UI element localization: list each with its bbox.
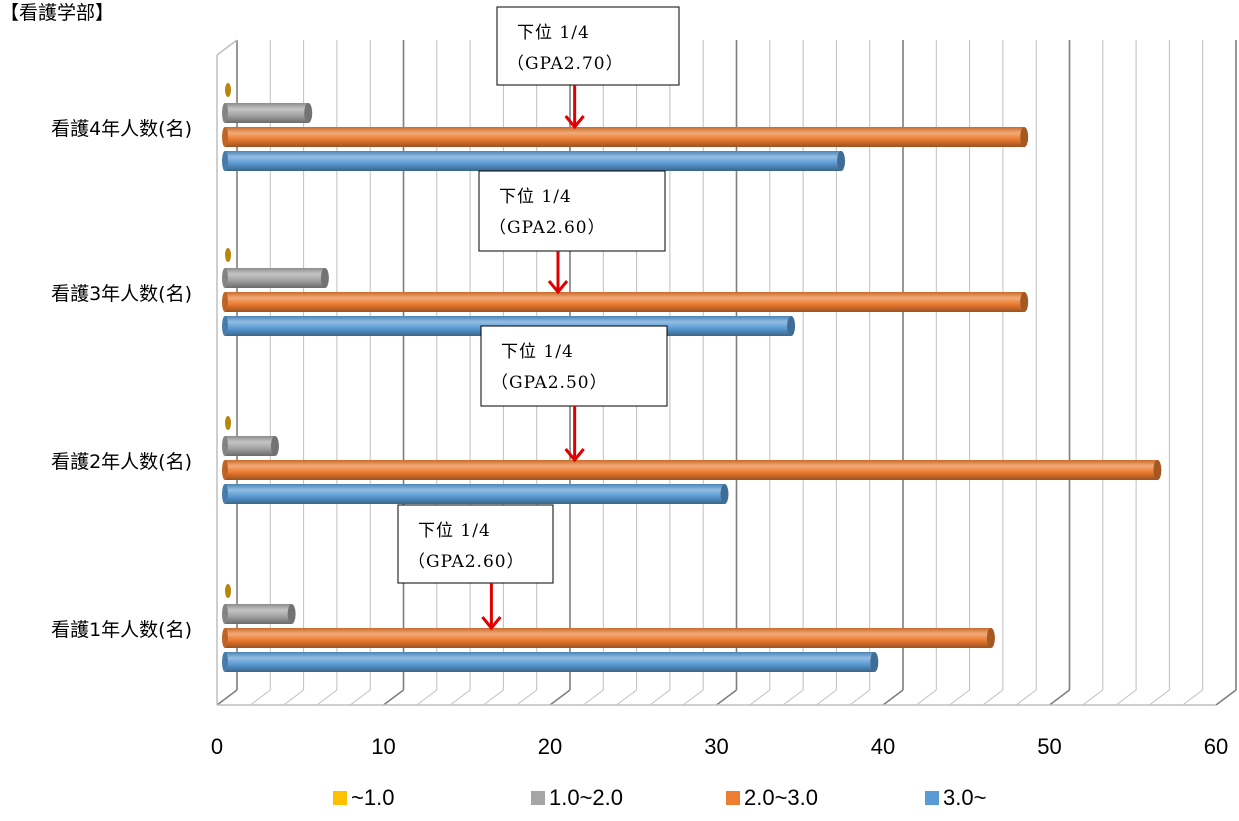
bar (222, 127, 1029, 147)
floor-gridline (216, 689, 238, 706)
legend-item: 2.0~3.0 (726, 785, 818, 810)
floor-gridline (749, 689, 771, 706)
floor-gridline (1115, 689, 1137, 706)
category-label: 看護3年人数(名) (51, 283, 192, 305)
floor-gridline (782, 689, 804, 706)
bar (225, 584, 231, 598)
annotation-callout: 下位 1/4 （GPA2.60） (397, 504, 554, 631)
annotation-line1: 下位 1/4 (499, 187, 572, 207)
bar (222, 151, 846, 171)
floor-gridline (283, 689, 304, 706)
floor-gridline (316, 689, 338, 706)
legend-label: ~1.0 (351, 785, 394, 810)
legend-item: ~1.0 (333, 785, 394, 810)
floor-gridline (582, 689, 604, 706)
arrow-down-icon (564, 406, 585, 463)
annotation-line1: 下位 1/4 (418, 521, 491, 541)
floor-gridline (616, 689, 637, 706)
floor-gridline (250, 689, 271, 706)
annotations: 下位 1/4 （GPA2.70） 下位 1/4 （GPA2.60） 下位 1/4 （GPA… (397, 6, 680, 631)
legend-label: 2.0~3.0 (744, 785, 818, 810)
floor-gridline (1082, 689, 1104, 706)
bar (222, 484, 729, 504)
floor-gridline (1015, 689, 1037, 706)
annotation-callout: 下位 1/4 （GPA2.60） (478, 170, 666, 295)
category-label: 看護2年人数(名) (51, 451, 192, 473)
bar (222, 460, 1162, 480)
bar (222, 436, 279, 456)
floor-gridline (816, 689, 837, 706)
arrow-down-icon (547, 251, 569, 295)
chart-title: 【看護学部】 (0, 2, 114, 24)
x-tick-label: 20 (538, 734, 562, 759)
floor-gridline (549, 689, 571, 706)
floor-gridline (915, 689, 937, 706)
legend-item: 3.0~ (925, 785, 986, 810)
legend-item: 1.0~2.0 (531, 785, 623, 810)
floor-gridline (383, 689, 404, 706)
x-tick-label: 40 (871, 734, 895, 759)
bar (222, 103, 313, 123)
category-label: 看護4年人数(名) (51, 118, 192, 140)
annotation-line1: 下位 1/4 (501, 342, 574, 362)
floor-gridline (1149, 689, 1170, 706)
legend-swatch (531, 791, 545, 805)
floor-gridline (1215, 689, 1237, 706)
legend-swatch (333, 791, 347, 805)
floor-gridline (349, 689, 371, 706)
floor-gridline (483, 689, 504, 706)
legend-label: 3.0~ (943, 785, 986, 810)
floor-gridline (416, 689, 438, 706)
annotation-callout: 下位 1/4 （GPA2.50） (480, 325, 668, 463)
floor-gridline (1049, 689, 1070, 706)
legend-swatch (925, 791, 939, 805)
x-tick-label: 50 (1037, 734, 1061, 759)
floor-gridline (1182, 689, 1203, 706)
floor-gridline (982, 689, 1004, 706)
annotation-line2: （GPA2.50） (491, 373, 608, 393)
floor-gridline (649, 689, 671, 706)
annotation-line1: 下位 1/4 (517, 23, 590, 43)
bar (225, 83, 231, 97)
arrow-down-icon (481, 583, 502, 631)
x-tick-label: 0 (211, 734, 223, 759)
bar (222, 652, 879, 672)
legend-label: 1.0~2.0 (549, 785, 623, 810)
annotation-line2: （GPA2.70） (507, 54, 624, 74)
x-tick-label: 60 (1204, 734, 1228, 759)
floor-gridline (716, 689, 737, 706)
floor-gridline (849, 689, 871, 706)
annotation-callout: 下位 1/4 （GPA2.70） (496, 6, 680, 130)
floor-gridline (882, 689, 904, 706)
floor-gridline (682, 689, 704, 706)
bar (222, 292, 1029, 312)
x-tick-label: 30 (704, 734, 728, 759)
bar (225, 416, 231, 430)
x-tick-label: 10 (371, 734, 395, 759)
axis-labels: 0 10 20 30 40 50 60 看護4年人数(名) 看護3年人数(名) 看護2年人数(名)… (51, 118, 1228, 759)
floor-gridline (949, 689, 970, 706)
bar (222, 604, 296, 624)
annotation-line2: （GPA2.60） (408, 552, 525, 572)
bar (222, 628, 995, 648)
floor-gridline (516, 689, 538, 706)
legend-swatch (726, 791, 740, 805)
legend: ~1.0 1.0~2.0 2.0~3.0 3.0~ (333, 785, 986, 810)
arrow-down-icon (564, 85, 585, 130)
bar (225, 248, 231, 262)
bar (222, 268, 329, 288)
category-label: 看護1年人数(名) (51, 619, 192, 641)
bars (222, 83, 1162, 672)
annotation-line2: （GPA2.60） (489, 218, 606, 238)
floor-gridline (449, 689, 471, 706)
left-wall-top (216, 39, 238, 56)
